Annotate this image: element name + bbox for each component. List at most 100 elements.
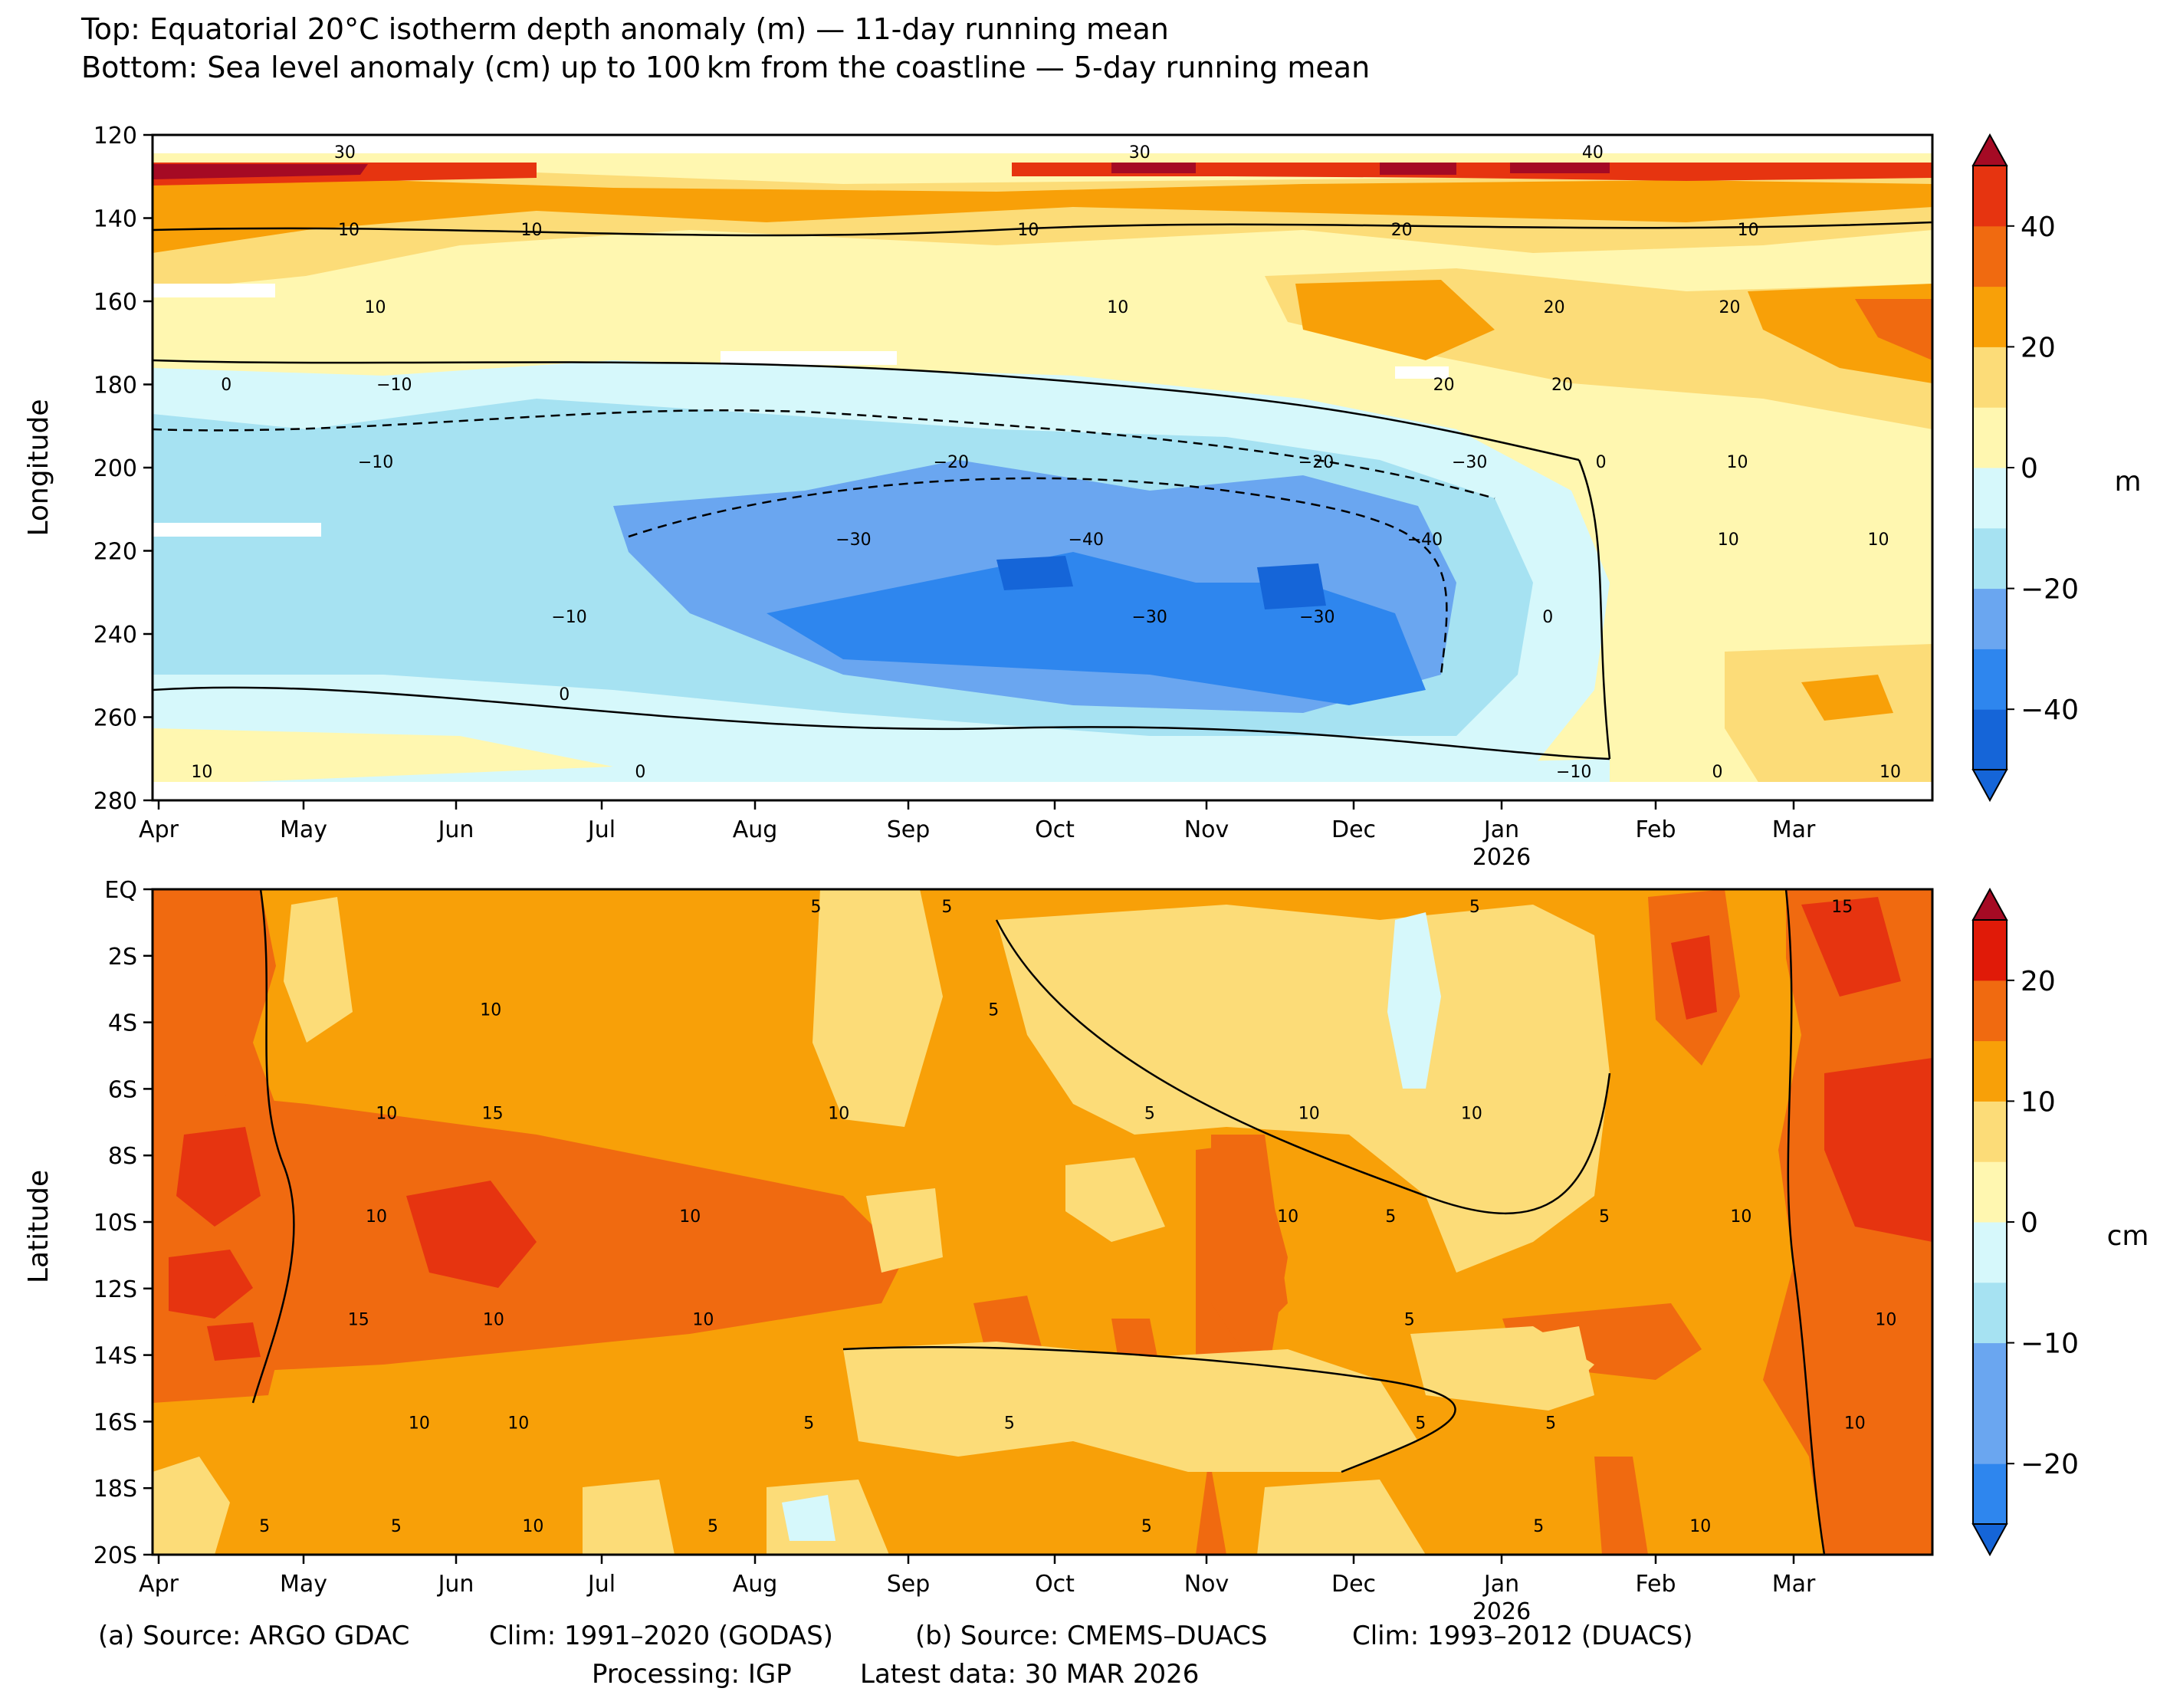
contour-label: 5 <box>707 1517 718 1536</box>
contour-label: 10 <box>1107 298 1128 317</box>
x-tick-label: Feb <box>1635 1571 1676 1598</box>
contour-label: 15 <box>1831 898 1853 917</box>
colorbar-band <box>1973 1161 2007 1223</box>
colorbar-max-arrow <box>1971 133 2008 166</box>
top-x-axis: Apr May Jun Jul Aug Sep Oct Nov Dec Jan Feb Mar 2026 <box>139 800 1816 871</box>
y-tick-label: 12S <box>94 1276 137 1303</box>
contour-label: 0 <box>559 685 570 705</box>
x-tick-label: Apr <box>139 1571 179 1598</box>
contour-label: 10 <box>522 1517 543 1536</box>
colorbar-band <box>1973 920 2007 981</box>
bottom-colorbar-unit: cm <box>2107 1220 2149 1252</box>
colorbar-band <box>1973 407 2007 468</box>
sea-level-anomaly-panel: EQ 2S 4S 6S 8S 10S 12S 14S 16S 18S 20S Apr May Jun Ju… <box>23 877 1934 1625</box>
contour-label: 10 <box>1727 453 1748 472</box>
y-tick-label: 10S <box>94 1210 137 1237</box>
colorbar-band <box>1973 166 2007 227</box>
contour-label: 5 <box>810 898 821 917</box>
contour-label: 10 <box>1867 530 1889 550</box>
y-tick-label: 180 <box>94 373 137 399</box>
contour-label: 5 <box>1144 1104 1155 1123</box>
contour-label: 10 <box>1298 1104 1320 1123</box>
footer-latest: Latest data: 30 MAR 2026 <box>860 1659 1200 1690</box>
y-tick-label: EQ <box>104 877 137 904</box>
x-year-label: 2026 <box>1472 844 1531 871</box>
contour-label: 0 <box>1542 608 1553 627</box>
contour-label: 5 <box>1385 1207 1396 1227</box>
bottom-y-axis: EQ 2S 4S 6S 8S 10S 12S 14S 16S 18S 20S <box>94 877 153 1569</box>
colorbar-band <box>1973 649 2007 710</box>
y-tick-label: 2S <box>108 944 137 971</box>
x-tick-label: Mar <box>1772 816 1816 843</box>
x-tick-label: Jul <box>586 816 616 843</box>
contour-label: −40 <box>1407 530 1443 550</box>
x-tick-label: Aug <box>733 816 778 843</box>
colorbar-band <box>1973 980 2007 1042</box>
contour-label: 10 <box>364 298 386 317</box>
colorbar-band <box>1973 1040 2007 1102</box>
contour-label: 5 <box>1599 1207 1610 1227</box>
colorbar-tick-label: −40 <box>2021 695 2079 726</box>
contour-label: 10 <box>1461 1104 1482 1123</box>
top-contour-labels: 30 30 40 10 10 10 20 10 10 10 20 20 0 −10 20 20 −10 −20 −2… <box>191 143 1901 782</box>
contour-label: 10 <box>480 1001 501 1020</box>
contour-label: 20 <box>1719 298 1740 317</box>
figure-title-bottom: Bottom: Sea level anomaly (cm) up to 100… <box>81 51 1371 84</box>
contour-label: 10 <box>1738 221 1759 240</box>
colorbar-band <box>1973 1342 2007 1404</box>
x-tick-label: Mar <box>1772 1571 1816 1598</box>
contour-label: 10 <box>1875 1311 1896 1330</box>
colorbar-band <box>1973 286 2007 347</box>
contour-label: 5 <box>941 898 952 917</box>
contour-label: 0 <box>1712 763 1723 782</box>
x-tick-label: Feb <box>1635 816 1676 843</box>
sea-level-field <box>153 889 1932 1555</box>
x-tick-label: May <box>280 1571 327 1598</box>
contour-label: 10 <box>409 1414 430 1433</box>
thermocline-field <box>153 135 1932 800</box>
contour-label: 10 <box>1689 1517 1711 1536</box>
x-tick-label: Sep <box>887 816 931 843</box>
top-colorbar: 40 20 0 −20 −40 <box>1971 133 2079 803</box>
contour-label: 20 <box>1551 376 1573 395</box>
colorbar-tick-label: 10 <box>2021 1086 2056 1118</box>
y-tick-label: 260 <box>94 705 137 732</box>
y-tick-label: 160 <box>94 289 137 316</box>
colorbar-tick-label: 20 <box>2021 966 2056 997</box>
figure-title-top: Top: Equatorial 20°C isotherm depth anom… <box>81 12 1169 46</box>
x-tick-label: Oct <box>1035 816 1075 843</box>
contour-label: 15 <box>348 1311 369 1330</box>
contour-label: 10 <box>1879 763 1901 782</box>
x-year-label: 2026 <box>1472 1598 1531 1625</box>
colorbar-band <box>1973 1101 2007 1162</box>
contour-label: −20 <box>1298 453 1334 472</box>
contour-label: 10 <box>366 1207 387 1227</box>
contour-label: 5 <box>1469 898 1480 917</box>
colorbar-band <box>1973 1463 2007 1525</box>
contour-label: −40 <box>1069 530 1104 550</box>
contour-label: −10 <box>376 376 412 395</box>
contour-label: −30 <box>1132 608 1167 627</box>
colorbar-tick-label: −20 <box>2021 574 2079 606</box>
top-y-axis-label: Longitude <box>23 399 54 536</box>
contour-label: 0 <box>1596 453 1607 472</box>
contour-label: 10 <box>507 1414 529 1433</box>
y-tick-label: 8S <box>108 1143 137 1170</box>
colorbar-band <box>1973 588 2007 649</box>
contour-label: −20 <box>934 453 969 472</box>
y-tick-label: 120 <box>94 123 137 149</box>
x-tick-label: Apr <box>139 816 179 843</box>
contour-label: 10 <box>338 221 359 240</box>
x-tick-label: Oct <box>1035 1571 1075 1598</box>
y-tick-label: 200 <box>94 455 137 482</box>
colorbar-band <box>1973 1222 2007 1283</box>
x-tick-label: Sep <box>887 1571 931 1598</box>
x-tick-label: Dec <box>1331 816 1376 843</box>
x-tick-label: Jan <box>1482 816 1519 843</box>
colorbar-tick-label: −20 <box>2021 1449 2079 1480</box>
colorbar-band <box>1973 347 2007 408</box>
footer-clim-a: Clim: 1991–2020 (GODAS) <box>489 1621 833 1651</box>
y-tick-label: 280 <box>94 788 137 815</box>
y-tick-label: 18S <box>94 1476 137 1503</box>
